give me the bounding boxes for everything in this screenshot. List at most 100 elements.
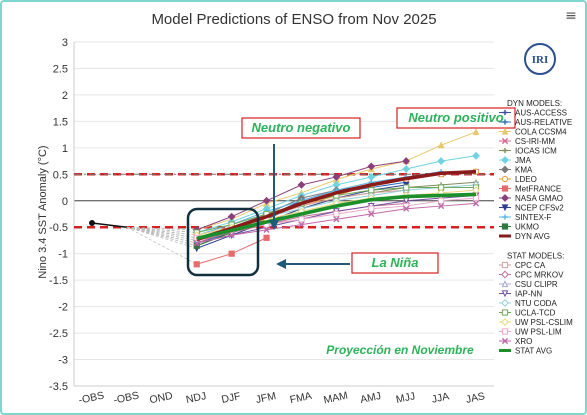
y-tick-label: -3 — [58, 355, 68, 367]
data-point — [501, 137, 509, 145]
x-tick-label: DJF — [220, 390, 241, 406]
data-point — [333, 216, 340, 223]
annotations: Neutro negativo Neutro positivo La Niña Pro… — [186, 107, 516, 357]
data-point — [263, 234, 270, 241]
data-point — [333, 210, 340, 218]
legend-entry: LDEO — [515, 175, 537, 184]
hamburger-menu-icon[interactable]: ≡ — [565, 8, 577, 24]
data-point — [437, 197, 445, 204]
legend-dyn-header: DYN MODELS: — [507, 99, 562, 108]
y-tick-label: -1 — [58, 249, 68, 261]
data-point — [193, 240, 200, 247]
data-point — [501, 261, 509, 269]
x-tick-label: FMA — [289, 390, 313, 406]
x-tick-label: JAS — [465, 390, 486, 406]
legend-entry: KMA — [515, 166, 533, 175]
data-point — [262, 196, 271, 205]
data-point — [501, 270, 509, 279]
y-tick-label: 1.5 — [53, 116, 68, 128]
legend-entry: SINTEX-F — [515, 213, 552, 222]
data-point — [501, 328, 509, 335]
y-tick-label: -2.5 — [49, 328, 68, 340]
data-point — [501, 156, 509, 164]
legend-entry: CS-IRI-MM — [515, 137, 555, 146]
series-line — [196, 169, 477, 242]
logo-text: IRI — [532, 54, 549, 66]
legend-entry: AUS-ACCESS — [515, 109, 567, 118]
data-point — [263, 226, 270, 233]
legend-entry: AUS-RELATIVE — [515, 118, 572, 127]
data-point — [501, 280, 509, 288]
legend-entry: STAT AVG — [515, 347, 552, 356]
legend-entry: IOCAS ICM — [515, 147, 557, 156]
grid — [73, 41, 494, 387]
legend-entry: UW PSL-LIM — [515, 328, 562, 337]
neutro-positivo-box — [396, 107, 516, 129]
legend-entry: COLA CCSM4 — [515, 128, 567, 137]
y-tick-label: -3.5 — [49, 381, 68, 393]
x-tick-label: JFM — [255, 390, 277, 406]
x-tick-label: MJJ — [395, 390, 416, 406]
data-point — [437, 157, 445, 165]
y-tick-label: -1.5 — [49, 275, 68, 287]
y-axis-ticks: -3.5 -3 -2.5 -2 -1.5 -1 -0.5 0 0.5 1 1.5 2 2.5 3 — [49, 37, 68, 393]
data-point — [502, 109, 508, 116]
legend-entry: MetFRANCE — [515, 185, 561, 194]
data-point — [298, 221, 305, 228]
fan-line — [126, 226, 197, 241]
data-point — [502, 147, 508, 154]
legend-entry: XRO — [515, 337, 532, 346]
legend-entry: DYN AVG — [515, 232, 550, 241]
data-point — [472, 151, 480, 160]
fan-line — [126, 226, 197, 265]
observed-point — [89, 219, 95, 226]
neutro-negativo-box — [241, 117, 361, 139]
data-point — [472, 186, 480, 195]
data-point — [501, 194, 509, 202]
x-tick-label: JJA — [431, 390, 451, 405]
data-point — [472, 128, 480, 136]
legend-entry: UKMO — [515, 223, 539, 232]
data-point — [403, 184, 410, 191]
data-point — [228, 250, 235, 257]
data-point — [472, 195, 480, 202]
series-line — [196, 192, 477, 241]
fan-line — [126, 226, 197, 244]
x-tick-label: -OBS — [78, 390, 106, 407]
fan-line — [126, 226, 197, 236]
legend-entry: NTU CODA — [515, 299, 557, 308]
data-point — [402, 165, 411, 173]
data-point — [501, 223, 509, 230]
data-point — [472, 200, 480, 207]
y-tick-label: -2 — [58, 302, 68, 314]
data-point — [228, 232, 235, 239]
y-tick-label: 0 — [62, 196, 68, 208]
x-tick-label: OND — [149, 390, 175, 407]
legend-entry: NASA GMAO — [515, 194, 563, 203]
data-point — [402, 157, 411, 165]
proyeccion-text: Proyección en Noviembre — [326, 343, 474, 357]
x-axis-ticks: -OBS -OBS OND NDJ DJF JFM FMA MAM AMJ MJJ JJA JAS — [78, 390, 486, 407]
fan-line — [126, 226, 197, 233]
y-tick-label: 2.5 — [53, 63, 68, 75]
legend-entry: NCEP CFSv2 — [515, 204, 564, 213]
data-point — [368, 187, 375, 194]
fan-line — [126, 226, 197, 239]
nina-arrow-head — [276, 259, 286, 269]
x-tick-label: -OBS — [112, 390, 140, 407]
data-point — [502, 119, 508, 125]
data-point — [501, 127, 509, 135]
data-point — [501, 337, 509, 345]
y-tick-label: -0.5 — [49, 222, 68, 234]
data-point — [332, 173, 341, 181]
legend-entry: CPC CA — [515, 261, 546, 270]
neutro-positivo-text: Neutro positivo — [408, 110, 503, 125]
legend-entry: UW PSL-CSLIM — [515, 318, 573, 327]
iri-logo: IRI — [524, 43, 556, 75]
highlight-box — [186, 207, 260, 277]
series-lines — [89, 128, 480, 268]
legend-entry: CPC MRKOV — [515, 271, 564, 280]
fan-line — [126, 226, 197, 249]
